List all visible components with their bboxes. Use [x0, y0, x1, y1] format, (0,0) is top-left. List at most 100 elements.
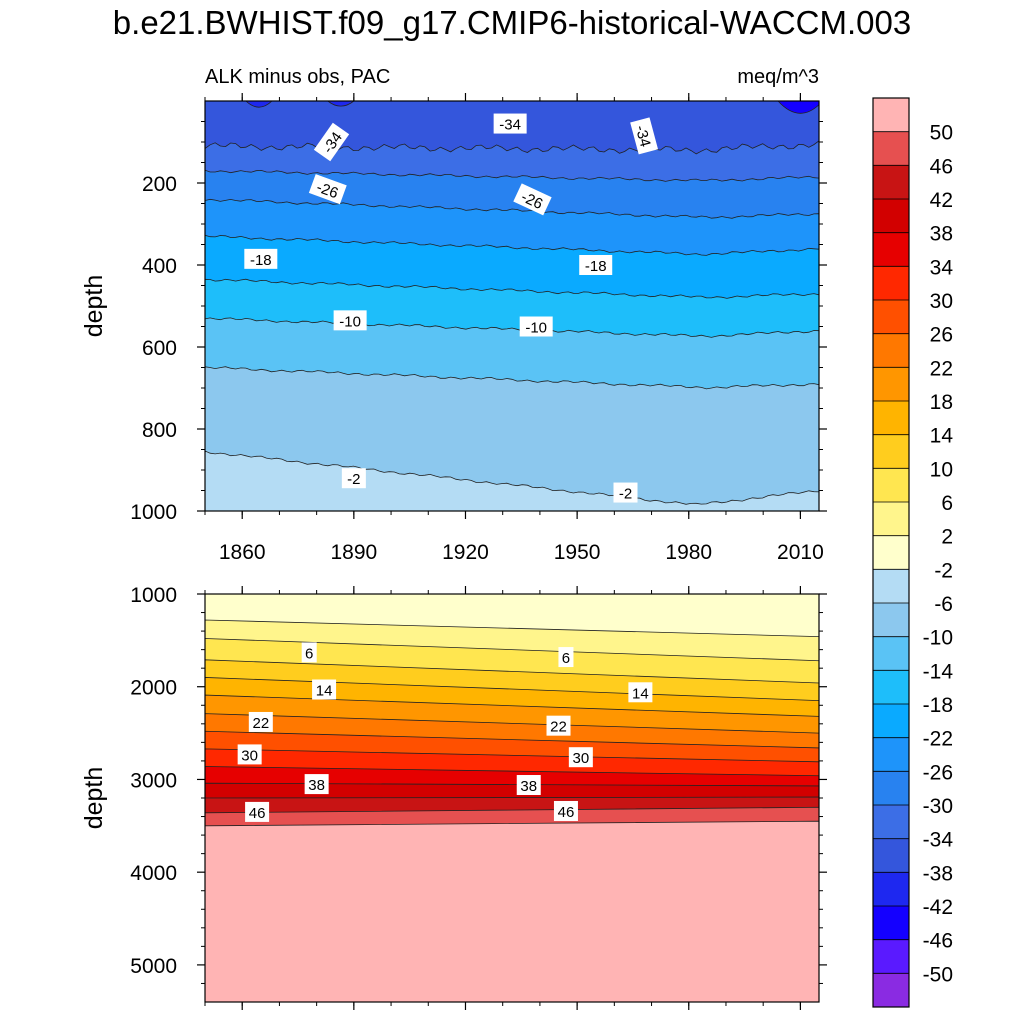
colorbar-swatch	[873, 468, 909, 503]
colorbar-label: -46	[923, 930, 953, 953]
lower-ytick-label: 1000	[130, 584, 177, 607]
colorbar-swatch	[873, 266, 909, 301]
contour-label: 14	[628, 682, 653, 703]
colorbar-swatch	[873, 603, 909, 637]
colorbar-swatch	[873, 535, 909, 570]
svg-text:30: 30	[241, 747, 258, 764]
colorbar-label: 34	[930, 256, 954, 279]
contour-label: -34	[630, 117, 659, 155]
lower-ylabel: depth	[80, 767, 108, 830]
colorbar-label: -6	[934, 593, 953, 616]
contour-label: 38	[516, 775, 541, 796]
colorbar-label: 42	[930, 189, 953, 212]
contour-label: 6	[301, 642, 317, 663]
colorbar-swatch	[873, 367, 909, 402]
colorbar-label: -34	[923, 829, 954, 852]
colorbar-swatch	[873, 502, 909, 536]
svg-text:46: 46	[249, 805, 266, 822]
contour-label: -18	[244, 248, 278, 269]
contour-label: -34	[493, 113, 527, 134]
upper-ytick-label: 600	[142, 337, 177, 360]
svg-text:-10: -10	[525, 320, 547, 337]
svg-text:46: 46	[558, 804, 575, 821]
colorbar-label: -14	[923, 660, 954, 683]
colorbar-swatch	[873, 636, 909, 671]
colorbar-label: -22	[923, 728, 953, 751]
contour-label: -2	[613, 482, 638, 503]
colorbar-label: -10	[923, 627, 953, 650]
chart-title: b.e21.BWHIST.f09_g17.CMIP6-historical-WA…	[112, 4, 912, 41]
colorbar-label: 50	[930, 122, 953, 145]
colorbar-label: -2	[934, 559, 953, 582]
colorbar-label: 14	[930, 425, 954, 448]
contour-label: 30	[568, 747, 593, 768]
colorbar-swatch	[873, 131, 909, 166]
panel-units-label: meq/m^3	[737, 66, 819, 88]
svg-text:38: 38	[308, 777, 325, 794]
svg-text:6: 6	[562, 650, 570, 667]
colorbar-swatch	[873, 569, 909, 604]
svg-text:14: 14	[316, 683, 333, 700]
xtick-label: 1860	[219, 541, 266, 564]
contour-label: 30	[237, 744, 262, 765]
upper-ytick-label: 200	[142, 173, 177, 196]
lower-ytick-label: 4000	[130, 862, 177, 885]
colorbar-label: -18	[923, 694, 953, 717]
colorbar-swatch	[873, 838, 909, 873]
svg-text:-34: -34	[632, 124, 654, 149]
contour-label: 46	[245, 801, 270, 822]
colorbar-label: -38	[923, 862, 953, 885]
contour-label: -26	[308, 174, 347, 205]
colorbar-label: 6	[941, 492, 953, 515]
contour-label: 6	[558, 647, 574, 668]
colorbar-label: 26	[930, 324, 953, 347]
colorbar-label: 30	[930, 290, 953, 313]
upper-ytick-label: 400	[142, 255, 177, 278]
colorbar-swatch	[873, 906, 909, 940]
colorbar-swatch	[873, 434, 909, 469]
contour-label: 14	[312, 679, 337, 700]
svg-text:22: 22	[550, 719, 567, 736]
colorbar-swatch	[873, 98, 909, 132]
lower-panel: 6 6 14 14 22 22 30 30 38 38 46 46 1000 2000 3000 4000 50…	[130, 584, 827, 1010]
colorbar-swatch	[873, 300, 909, 334]
colorbar-swatch	[873, 401, 909, 435]
colorbar-label: -26	[923, 761, 953, 784]
colorbar-swatch	[873, 872, 909, 907]
contour-label: 22	[248, 711, 273, 732]
contour-band	[205, 450, 819, 511]
svg-text:14: 14	[632, 685, 649, 702]
colorbar-label: 2	[941, 526, 953, 549]
colorbar-label: 10	[930, 458, 953, 481]
colorbar-label: 46	[930, 155, 953, 178]
upper-ytick-label: 800	[142, 419, 177, 442]
contour-label: -2	[341, 468, 366, 489]
svg-text:-18: -18	[585, 258, 607, 275]
upper-panel: -34-34 -34-26 -26-18 -18-10 -10-2-2200400600…	[130, 93, 827, 564]
upper-ylabel: depth	[80, 275, 108, 338]
contour-patch	[777, 101, 819, 114]
colorbar-swatch	[873, 670, 909, 705]
contour-label: 38	[304, 774, 329, 795]
colorbar-swatch	[873, 939, 909, 974]
colorbar-label: -42	[923, 896, 953, 919]
colorbar-swatch	[873, 805, 909, 839]
lower-ytick-label: 5000	[130, 955, 177, 978]
svg-text:30: 30	[572, 750, 589, 767]
colorbar-swatch	[873, 165, 909, 200]
lower-ytick-label: 2000	[130, 677, 177, 700]
contour-label: -10	[333, 310, 367, 331]
colorbar-label: -30	[923, 795, 953, 818]
colorbar-swatch	[873, 771, 909, 806]
colorbar-label: 22	[930, 357, 953, 380]
colorbar-swatch	[873, 232, 909, 267]
upper-ytick-label: 1000	[130, 501, 177, 524]
colorbar-label: 38	[930, 223, 953, 246]
xtick-label: 1890	[330, 541, 377, 564]
svg-text:-26: -26	[314, 179, 340, 202]
svg-text:-10: -10	[339, 313, 361, 330]
contour-label: 22	[546, 715, 571, 736]
svg-text:-2: -2	[619, 486, 632, 503]
colorbar-swatch	[873, 704, 909, 738]
